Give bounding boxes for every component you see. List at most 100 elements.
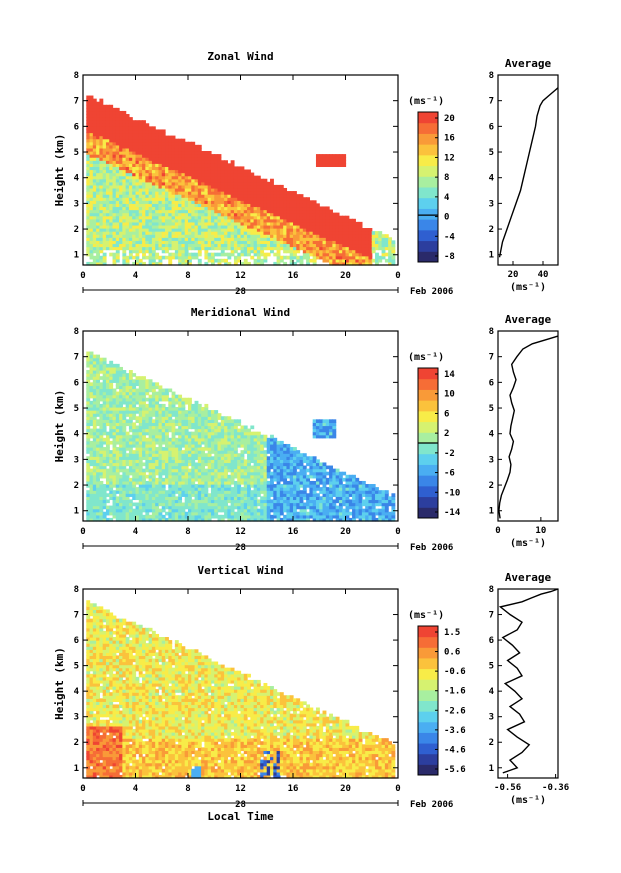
heatmap-cell xyxy=(155,416,160,420)
heatmap-cell xyxy=(102,157,107,161)
heatmap-cell xyxy=(322,206,327,211)
heatmap-cell xyxy=(201,224,206,229)
heatmap-cell xyxy=(181,514,186,519)
heatmap-cell xyxy=(227,462,232,467)
heatmap-cell xyxy=(227,237,232,241)
heatmap-cell xyxy=(112,468,117,473)
heatmap-cell xyxy=(158,447,163,451)
heatmap-cell xyxy=(283,212,288,217)
heatmap-cell xyxy=(197,181,202,186)
heatmap-cell xyxy=(256,197,261,201)
heatmap-cell xyxy=(165,141,169,146)
heatmap-cell xyxy=(158,499,163,504)
heatmap-cell xyxy=(253,218,258,223)
heatmap-cell xyxy=(135,416,140,420)
heatmap-cell xyxy=(96,490,101,494)
heatmap-cell xyxy=(158,240,163,245)
heatmap-cell xyxy=(112,135,117,140)
heatmap-cell xyxy=(345,234,350,238)
heatmap-cell xyxy=(283,249,288,254)
heatmap-cell xyxy=(256,215,261,220)
heatmap-cell xyxy=(96,511,101,516)
heatmap-cell xyxy=(102,373,107,377)
heatmap-cell xyxy=(270,206,274,211)
heatmap-cell xyxy=(132,394,137,399)
heatmap-cell xyxy=(148,453,153,457)
heatmap-cell xyxy=(138,462,143,467)
heatmap-cell xyxy=(332,224,337,229)
heatmap-cell xyxy=(329,224,333,229)
heatmap-cell xyxy=(99,511,104,516)
heatmap-cell xyxy=(96,459,101,464)
heatmap-cell xyxy=(243,206,248,211)
heatmap-cell xyxy=(197,477,202,482)
heatmap-cell xyxy=(119,499,123,504)
heatmap-cell xyxy=(109,252,114,257)
heatmap-cell xyxy=(227,505,232,510)
heatmap-cell xyxy=(148,138,153,143)
heatmap-cell xyxy=(148,394,153,399)
heatmap-cell xyxy=(135,376,140,380)
heatmap-cell xyxy=(142,203,146,208)
panel-title: Meridional Wind xyxy=(191,306,290,319)
heatmap-cell xyxy=(112,373,117,377)
heatmap-cell xyxy=(181,181,186,186)
heatmap-cell xyxy=(342,157,347,161)
heatmap-cell xyxy=(256,203,261,208)
heatmap-cell xyxy=(122,163,127,168)
heatmap-cell xyxy=(174,255,179,260)
heatmap-cell xyxy=(270,228,274,232)
heatmap-cell xyxy=(283,215,288,220)
heatmap-cell xyxy=(309,237,314,241)
heatmap-cell xyxy=(155,203,160,208)
heatmap-cell xyxy=(348,218,353,223)
heatmap-cell xyxy=(151,431,156,436)
heatmap-cell xyxy=(184,194,189,198)
heatmap-cell xyxy=(99,370,104,374)
heatmap-cell xyxy=(122,385,127,390)
heatmap-cell xyxy=(224,169,228,174)
heatmap-cell xyxy=(293,197,297,201)
heatmap-cell xyxy=(119,456,123,460)
heatmap-cell xyxy=(181,255,186,260)
heatmap-cell xyxy=(155,440,160,445)
heatmap-cell xyxy=(158,234,163,238)
heatmap-cell xyxy=(92,462,97,467)
heatmap-cell xyxy=(358,246,363,251)
heatmap-cell xyxy=(296,221,301,226)
heatmap-cell xyxy=(125,407,130,411)
heatmap-cell xyxy=(191,517,196,522)
heatmap-cell xyxy=(253,197,258,201)
heatmap-cell xyxy=(135,514,140,519)
heatmap-cell xyxy=(194,474,199,479)
heatmap-cell xyxy=(96,123,101,127)
heatmap-cell xyxy=(233,258,238,263)
heatmap-cell xyxy=(224,200,228,204)
heatmap-cell xyxy=(125,480,130,485)
heatmap-cell xyxy=(135,197,140,201)
heatmap-cell xyxy=(214,422,219,427)
heatmap-cell xyxy=(115,181,120,186)
date-day: 28 xyxy=(235,287,246,297)
heatmap-cell xyxy=(151,228,156,232)
heatmap-cell xyxy=(224,431,228,436)
heatmap-cell xyxy=(122,135,127,140)
heatmap-cell xyxy=(332,255,337,260)
heatmap-cell xyxy=(220,443,225,448)
heatmap-cell xyxy=(105,431,110,436)
heatmap-cell xyxy=(348,255,353,260)
heatmap-cell xyxy=(220,234,225,238)
heatmap-cell xyxy=(227,453,232,457)
heatmap-cell xyxy=(250,172,255,177)
heatmap-cell xyxy=(188,505,192,510)
heatmap-cell xyxy=(135,425,140,430)
heatmap-cell xyxy=(302,206,307,211)
heatmap-cell xyxy=(391,258,396,263)
heatmap-cell xyxy=(207,252,212,257)
heatmap-cell xyxy=(92,496,97,501)
heatmap-cell xyxy=(178,206,183,211)
heatmap-cell xyxy=(302,221,307,226)
heatmap-cell xyxy=(355,252,360,257)
heatmap-cell xyxy=(119,166,123,171)
heatmap-cell xyxy=(227,434,232,439)
